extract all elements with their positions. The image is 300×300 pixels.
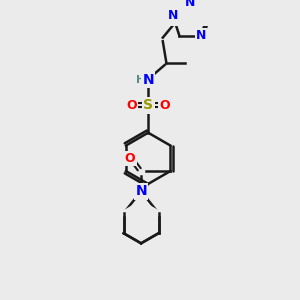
Text: N: N <box>135 184 147 198</box>
Text: O: O <box>159 99 170 112</box>
Text: O: O <box>125 152 135 165</box>
Text: N: N <box>196 29 206 43</box>
Text: O: O <box>126 99 137 112</box>
Text: H: H <box>136 75 146 85</box>
Text: N: N <box>185 0 195 9</box>
Text: S: S <box>143 98 153 112</box>
Text: N: N <box>142 73 154 87</box>
Text: N: N <box>168 9 178 22</box>
